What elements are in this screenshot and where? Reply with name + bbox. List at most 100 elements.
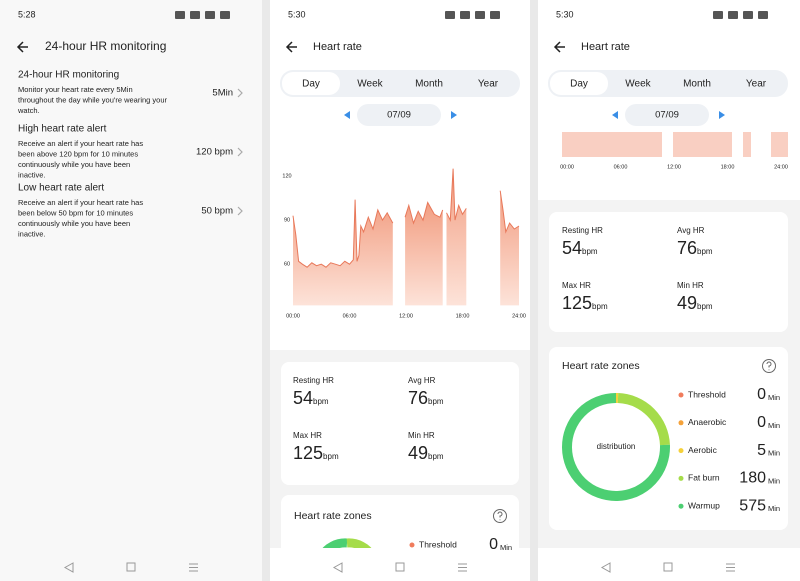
setting-label[interactable]: 24-hour HR monitoring bbox=[18, 70, 119, 81]
stat-unit: bpm bbox=[697, 247, 713, 256]
tab[interactable]: Year bbox=[746, 79, 767, 90]
hr-line bbox=[499, 190, 520, 234]
stat-label: Min HR bbox=[677, 281, 704, 290]
tab[interactable]: Day bbox=[570, 79, 588, 90]
tab-selected bbox=[282, 72, 340, 95]
zone-name: Aerobic bbox=[688, 445, 718, 455]
nav-back[interactable] bbox=[63, 562, 74, 573]
date: 07/09 bbox=[387, 110, 411, 121]
zone-unit: Min bbox=[768, 421, 780, 430]
zone-unit: Min bbox=[768, 504, 780, 513]
stat-label: Max HR bbox=[293, 431, 322, 440]
zone-dot bbox=[678, 420, 684, 426]
back-arrow[interactable] bbox=[553, 41, 565, 53]
x-tick-label: 24:00 bbox=[512, 313, 526, 319]
stat-value: 76bpm bbox=[677, 238, 713, 258]
timeline-block bbox=[743, 132, 751, 157]
donut-slice bbox=[562, 393, 670, 501]
help-icon[interactable] bbox=[762, 359, 776, 373]
status-icon bbox=[758, 11, 768, 19]
stat-value: 76bpm bbox=[408, 388, 444, 408]
x-tick-label: 06:00 bbox=[343, 313, 357, 319]
timeline-tick: 24:00 bbox=[774, 164, 788, 170]
setting-description: inactive. bbox=[18, 229, 46, 238]
zone-name: Warmup bbox=[688, 500, 720, 510]
zone-unit: Min bbox=[768, 449, 780, 458]
date: 07/09 bbox=[655, 110, 679, 121]
hr-area bbox=[405, 202, 443, 306]
setting-label[interactable]: High heart rate alert bbox=[18, 124, 107, 135]
zone-value: 180 bbox=[739, 470, 766, 487]
stat-label: Min HR bbox=[408, 431, 435, 440]
stat-unit: bpm bbox=[592, 302, 608, 311]
timeline-tick: 06:00 bbox=[614, 164, 628, 170]
stat-unit: bpm bbox=[582, 247, 598, 256]
next-date[interactable] bbox=[451, 111, 457, 119]
x-tick-label: 18:00 bbox=[456, 313, 470, 319]
screen-3-top bbox=[538, 0, 800, 200]
tab[interactable]: Week bbox=[357, 79, 383, 90]
tab-bar bbox=[548, 70, 788, 97]
stat-label: Resting HR bbox=[293, 376, 334, 385]
nav-menu[interactable] bbox=[726, 563, 735, 572]
setting-value: 50 bpm bbox=[201, 206, 233, 217]
status-icon bbox=[728, 11, 738, 19]
status-icon bbox=[190, 11, 200, 19]
tab[interactable]: Week bbox=[625, 79, 651, 90]
status-icon bbox=[460, 11, 470, 19]
stat-value: 125bpm bbox=[562, 293, 608, 313]
next-date[interactable] bbox=[719, 111, 725, 119]
nav-menu[interactable] bbox=[189, 563, 198, 572]
stat-unit: bpm bbox=[428, 452, 444, 461]
nav-back[interactable] bbox=[332, 562, 343, 573]
nav-back[interactable] bbox=[600, 562, 611, 573]
back-arrow[interactable] bbox=[285, 41, 297, 53]
stat-number: 49 bbox=[677, 293, 697, 313]
setting-description: inactive. bbox=[18, 170, 46, 179]
page-title: 24-hour HR monitoring bbox=[45, 39, 166, 53]
page-title: Heart rate bbox=[313, 41, 362, 53]
stat-number: 76 bbox=[408, 388, 428, 408]
setting-description: Receive an alert if your heart rate has bbox=[18, 198, 143, 207]
zones-title: Heart rate zones bbox=[562, 360, 640, 372]
zone-dot bbox=[678, 448, 684, 454]
hr-line bbox=[446, 168, 467, 222]
y-tick-label: 120 bbox=[282, 174, 291, 180]
zone-dot bbox=[409, 542, 415, 548]
status-time: 5:30 bbox=[288, 9, 306, 19]
chevron bbox=[237, 206, 243, 216]
zone-value: 5 bbox=[757, 442, 766, 459]
timeline-block bbox=[771, 132, 788, 157]
donut-slice bbox=[617, 393, 670, 446]
y-tick-label: 60 bbox=[284, 262, 290, 268]
stat-unit: bpm bbox=[323, 452, 339, 461]
timeline-block bbox=[673, 132, 732, 157]
nav-menu[interactable] bbox=[458, 563, 467, 572]
back-arrow[interactable] bbox=[16, 41, 28, 53]
nav-bar bbox=[538, 548, 800, 581]
setting-label[interactable]: Low heart rate alert bbox=[18, 183, 104, 194]
y-tick-label: 90 bbox=[284, 218, 290, 224]
stat-number: 76 bbox=[677, 238, 697, 258]
prev-date[interactable] bbox=[344, 111, 350, 119]
stat-value: 49bpm bbox=[408, 443, 444, 463]
stats-card bbox=[281, 362, 519, 485]
setting-description: been below 50 bpm for 10 minutes bbox=[18, 208, 133, 217]
stat-number: 54 bbox=[293, 388, 313, 408]
help-icon[interactable] bbox=[493, 509, 507, 523]
zones-title: Heart rate zones bbox=[294, 510, 372, 522]
tab[interactable]: Month bbox=[683, 79, 711, 90]
nav-home[interactable] bbox=[663, 562, 673, 572]
zone-name: Threshold bbox=[688, 389, 726, 399]
x-tick-label: 00:00 bbox=[286, 313, 300, 319]
stat-label: Avg HR bbox=[408, 376, 436, 385]
stats-card bbox=[549, 212, 788, 332]
date-pill bbox=[625, 104, 709, 126]
nav-home[interactable] bbox=[126, 562, 136, 572]
tab[interactable]: Day bbox=[302, 79, 320, 90]
nav-home[interactable] bbox=[395, 562, 405, 572]
tab[interactable]: Year bbox=[478, 79, 499, 90]
prev-date[interactable] bbox=[612, 111, 618, 119]
tab[interactable]: Month bbox=[415, 79, 443, 90]
